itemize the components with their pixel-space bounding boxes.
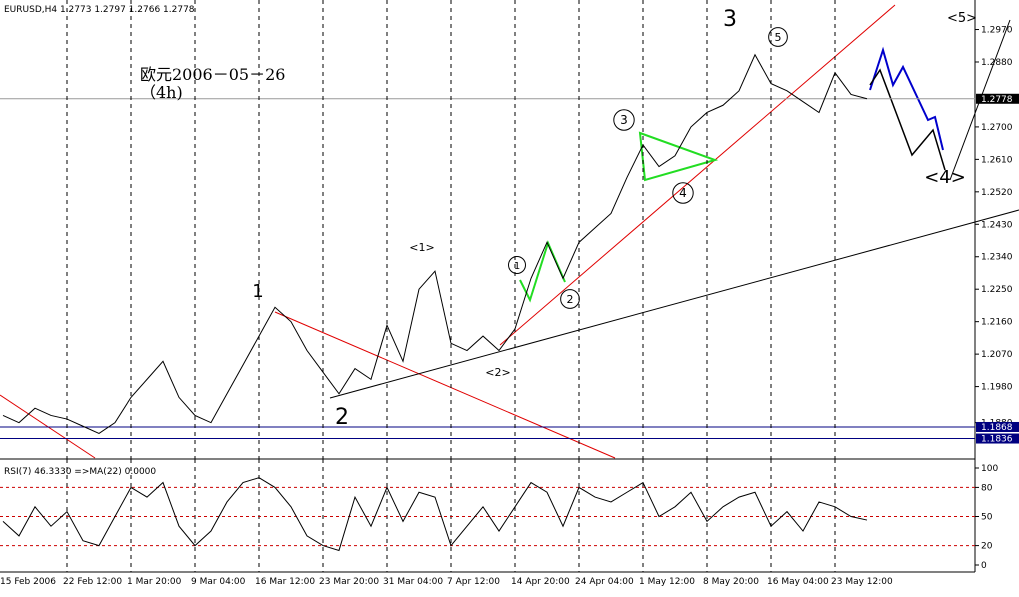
wave-label: <5> — [947, 11, 977, 26]
price-line — [2, 477, 868, 552]
level-label: 1.1836 — [981, 435, 1013, 445]
y-tick-label: 1.2520 — [981, 188, 1013, 198]
y-tick-label: 1.2160 — [981, 318, 1013, 328]
note-text: （4h) — [140, 83, 183, 102]
x-tick-label: 16 Mar 12:00 — [255, 577, 315, 587]
last-price-label: 1.2778 — [981, 95, 1013, 105]
price-line — [2, 53, 868, 435]
note-text: 欧元2006－05－26 — [140, 65, 285, 84]
y-tick-label: 80 — [981, 483, 993, 493]
y-tick-label: 50 — [981, 513, 993, 523]
y-tick-label: 20 — [981, 542, 993, 552]
x-tick-label: 9 Mar 04:00 — [191, 577, 246, 587]
wave-label: 4 — [679, 186, 687, 200]
annotation-circle — [613, 109, 635, 131]
x-tick-label: 1 May 12:00 — [639, 577, 695, 587]
note-box — [137, 62, 325, 122]
level-tag — [976, 421, 1019, 432]
annotation-circle — [508, 256, 526, 274]
wave-label: <2> — [485, 366, 510, 379]
x-tick-label: 24 Apr 04:00 — [575, 577, 634, 587]
y-tick-label: 1.2430 — [981, 220, 1013, 230]
wave-label: 1 — [514, 261, 520, 272]
trend-line — [274, 311, 616, 459]
level-tag — [976, 433, 1019, 444]
y-tick-label: 1.2610 — [981, 155, 1013, 165]
y-tick-label: 0 — [981, 561, 987, 571]
panel-title: RSI(7) 46.3330 =>MA(22) 0.0000 — [4, 467, 156, 477]
y-tick-label: 100 — [981, 464, 998, 474]
x-tick-label: 7 Apr 12:00 — [447, 577, 500, 587]
wave-label: 3 — [620, 113, 628, 127]
annotation-circle — [560, 289, 580, 309]
forecast-path — [869, 46, 944, 151]
y-tick-label: 1.2970 — [981, 26, 1013, 36]
x-tick-label: 23 May 12:00 — [831, 577, 893, 587]
wave-label: <1> — [409, 241, 434, 254]
y-tick-label: 1.2340 — [981, 253, 1013, 263]
x-tick-label: 14 Apr 20:00 — [511, 577, 570, 587]
y-tick-label: 1.2880 — [981, 58, 1013, 68]
trend-line — [329, 209, 1019, 399]
y-tick-label: 1.2700 — [981, 123, 1013, 133]
triangle-pattern — [638, 131, 719, 182]
wave-label: 2 — [335, 405, 349, 430]
x-tick-label: 22 Feb 12:00 — [63, 577, 122, 587]
level-label: 1.1868 — [981, 423, 1013, 433]
x-tick-label: 8 May 20:00 — [703, 577, 759, 587]
annotation-circle — [672, 182, 694, 204]
wave-label: 3 — [723, 7, 737, 32]
y-tick-label: 1.1980 — [981, 383, 1013, 393]
x-tick-label: 1 Mar 20:00 — [127, 577, 182, 587]
trend-line — [499, 4, 896, 346]
y-tick-label: 1.2250 — [981, 285, 1013, 295]
x-tick-label: 23 Mar 20:00 — [319, 577, 379, 587]
wave-label: 1 — [252, 281, 263, 302]
wave-label: 5 — [775, 31, 782, 44]
x-tick-label: 15 Feb 2006 — [0, 577, 56, 587]
panel-title: EURUSD,H4 1.2773 1.2797 1.2766 1.2778 — [4, 5, 195, 15]
annotation-circle — [768, 27, 788, 47]
forecast-path — [869, 68, 946, 171]
x-tick-label: 16 May 04:00 — [767, 577, 829, 587]
x-tick-label: 31 Mar 04:00 — [383, 577, 443, 587]
wave-label: <4> — [924, 167, 966, 188]
last-price-tag — [976, 93, 1019, 104]
wave-sketch — [519, 240, 566, 303]
y-tick-label: 1.2070 — [981, 350, 1013, 360]
wave-label: 2 — [567, 293, 574, 306]
